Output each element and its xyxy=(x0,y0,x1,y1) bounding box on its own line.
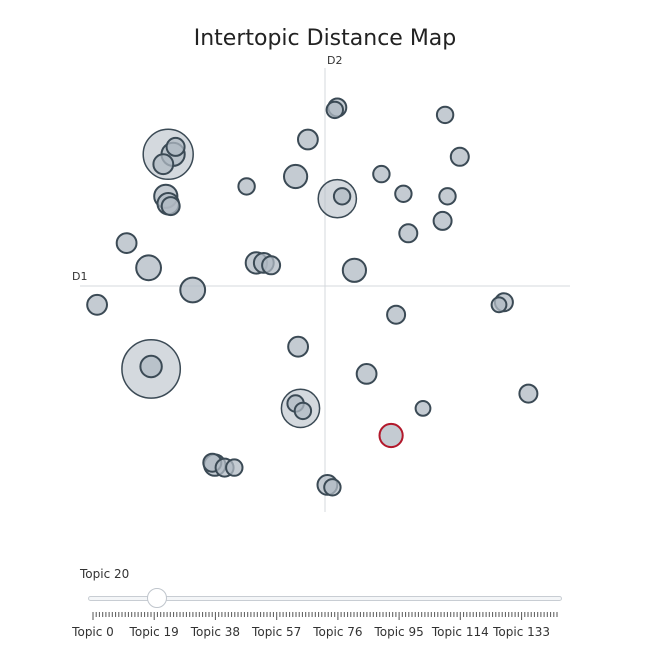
slider-tick-label: Topic 19 xyxy=(129,625,179,639)
topic-bubble[interactable] xyxy=(325,100,344,120)
topic-bubble[interactable] xyxy=(139,354,163,379)
topic-bubble[interactable] xyxy=(332,187,352,206)
bubble-layer xyxy=(86,97,539,497)
topic-bubble[interactable] xyxy=(135,254,163,282)
slider-tick-label: Topic 57 xyxy=(252,625,302,639)
topic-bubble[interactable] xyxy=(414,400,432,417)
d2-axis-label: D2 xyxy=(327,54,343,67)
slider-tick-marks xyxy=(92,612,558,620)
topic-bubble[interactable] xyxy=(386,304,407,325)
topic-bubble[interactable] xyxy=(283,163,309,190)
topic-bubble[interactable] xyxy=(261,255,282,276)
topic-bubble[interactable] xyxy=(518,383,539,404)
d1-axis-label: D1 xyxy=(72,270,88,283)
topic-bubble[interactable] xyxy=(341,257,367,283)
slider-tick-label: Topic 38 xyxy=(190,625,241,639)
scatter-plot xyxy=(80,68,570,512)
topic-bubble[interactable] xyxy=(435,105,455,125)
topic-bubble[interactable] xyxy=(115,232,138,255)
slider-tick-label: Topic 133 xyxy=(493,625,551,639)
topic-bubble[interactable] xyxy=(179,276,207,304)
slider-tick-label: Topic 0 xyxy=(72,625,114,639)
topic-bubble[interactable] xyxy=(152,153,175,176)
slider-tick-label: Topic 76 xyxy=(313,625,363,639)
chart-title: Intertopic Distance Map xyxy=(193,26,457,51)
topic-bubble[interactable] xyxy=(398,223,419,244)
topic-bubble-selected[interactable] xyxy=(378,422,404,449)
topic-bubble[interactable] xyxy=(237,177,256,196)
topic-bubble[interactable] xyxy=(394,184,413,204)
topic-slider-handle[interactable] xyxy=(147,588,168,608)
topic-bubble[interactable] xyxy=(297,128,319,151)
topic-bubble[interactable] xyxy=(355,363,378,385)
slider-current-label: Topic 20 xyxy=(80,567,130,581)
topic-bubble[interactable] xyxy=(438,187,457,206)
topic-bubble[interactable] xyxy=(323,478,342,497)
slider-tick-label: Topic 95 xyxy=(374,625,424,639)
topic-slider-track[interactable] xyxy=(88,596,562,601)
topic-bubble[interactable] xyxy=(86,293,108,316)
topic-bubble[interactable] xyxy=(293,401,313,421)
topic-bubble[interactable] xyxy=(225,458,244,477)
slider-tick-label: Topic 114 xyxy=(431,625,489,639)
topic-bubble[interactable] xyxy=(372,164,391,184)
topic-bubble[interactable] xyxy=(160,196,181,217)
topic-bubble[interactable] xyxy=(449,146,470,167)
topic-bubble[interactable] xyxy=(287,335,310,358)
topic-bubble[interactable] xyxy=(432,210,453,231)
topic-bubble[interactable] xyxy=(165,136,186,157)
topic-bubble[interactable] xyxy=(490,296,508,314)
